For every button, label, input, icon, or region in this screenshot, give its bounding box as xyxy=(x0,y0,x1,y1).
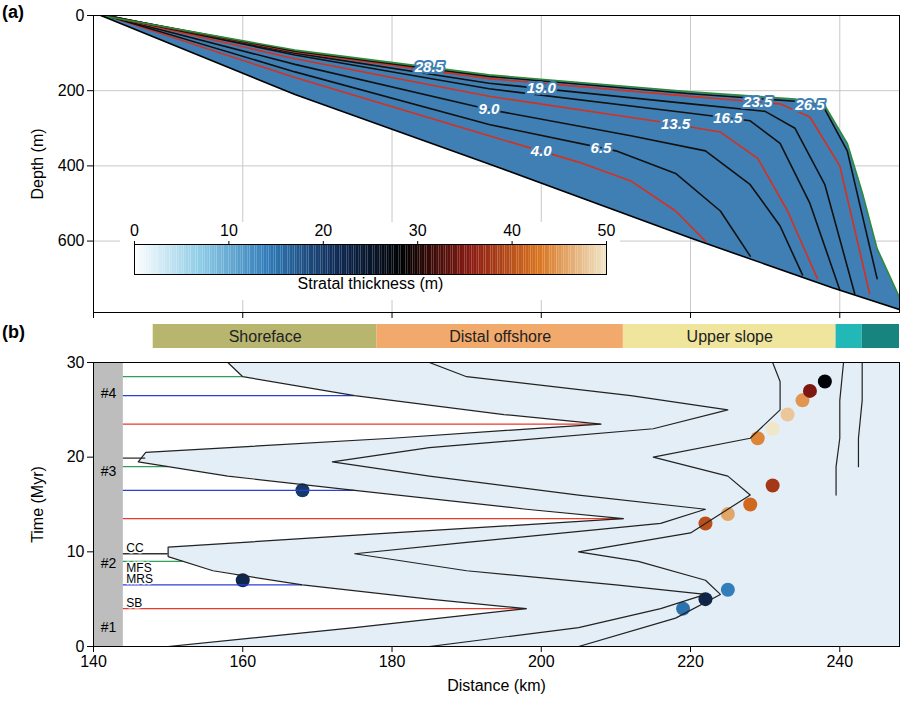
svg-text:600: 600 xyxy=(58,232,85,249)
svg-text:#2: #2 xyxy=(101,555,117,571)
svg-text:30: 30 xyxy=(409,222,427,239)
svg-text:28.5: 28.5 xyxy=(414,58,445,75)
svg-text:Depth (m): Depth (m) xyxy=(29,128,46,199)
svg-text:200: 200 xyxy=(528,653,555,670)
svg-text:10: 10 xyxy=(220,222,238,239)
svg-text:30: 30 xyxy=(67,354,85,371)
html-text:(a): (a) xyxy=(2,2,24,22)
svg-text:10: 10 xyxy=(67,543,85,560)
svg-text:40: 40 xyxy=(503,222,521,239)
svg-text:0: 0 xyxy=(76,7,85,24)
svg-text:23.5: 23.5 xyxy=(742,93,773,110)
svg-text:0: 0 xyxy=(130,222,139,239)
svg-text:MRS: MRS xyxy=(126,572,153,586)
svg-text:20: 20 xyxy=(67,448,85,465)
svg-text:180: 180 xyxy=(379,653,406,670)
svg-text:160: 160 xyxy=(229,653,256,670)
svg-text:MFS: MFS xyxy=(126,560,152,575)
svg-text:Shoreface: Shoreface xyxy=(229,328,302,345)
svg-text:#4: #4 xyxy=(101,385,117,401)
svg-text:0: 0 xyxy=(76,638,85,655)
svg-text:Distal offshore: Distal offshore xyxy=(449,328,551,345)
svg-text:400: 400 xyxy=(58,157,85,174)
svg-text:#1: #1 xyxy=(101,619,117,635)
svg-text:16.5: 16.5 xyxy=(713,109,743,126)
svg-text:#3: #3 xyxy=(101,463,117,479)
svg-text:9.0: 9.0 xyxy=(479,100,501,117)
svg-text:200: 200 xyxy=(58,82,85,99)
svg-text:Upper slope: Upper slope xyxy=(687,328,773,345)
svg-text:CC: CC xyxy=(126,541,144,555)
svg-text:19.0: 19.0 xyxy=(527,79,557,96)
svg-text:140: 140 xyxy=(80,653,107,670)
svg-text:Stratal thickness (m): Stratal thickness (m) xyxy=(298,275,444,292)
svg-text:20: 20 xyxy=(314,222,332,239)
html-text:(b): (b) xyxy=(2,322,25,342)
svg-text:26.5: 26.5 xyxy=(794,96,825,113)
svg-text:Time (Myr): Time (Myr) xyxy=(29,466,46,543)
svg-text:13.5: 13.5 xyxy=(661,115,691,132)
svg-text:SB: SB xyxy=(126,596,142,610)
svg-text:6.5: 6.5 xyxy=(591,139,613,156)
svg-text:4.0: 4.0 xyxy=(530,142,553,159)
svg-text:240: 240 xyxy=(826,653,853,670)
svg-text:50: 50 xyxy=(598,222,616,239)
svg-text:Distance (km): Distance (km) xyxy=(447,677,546,694)
svg-text:220: 220 xyxy=(677,653,704,670)
